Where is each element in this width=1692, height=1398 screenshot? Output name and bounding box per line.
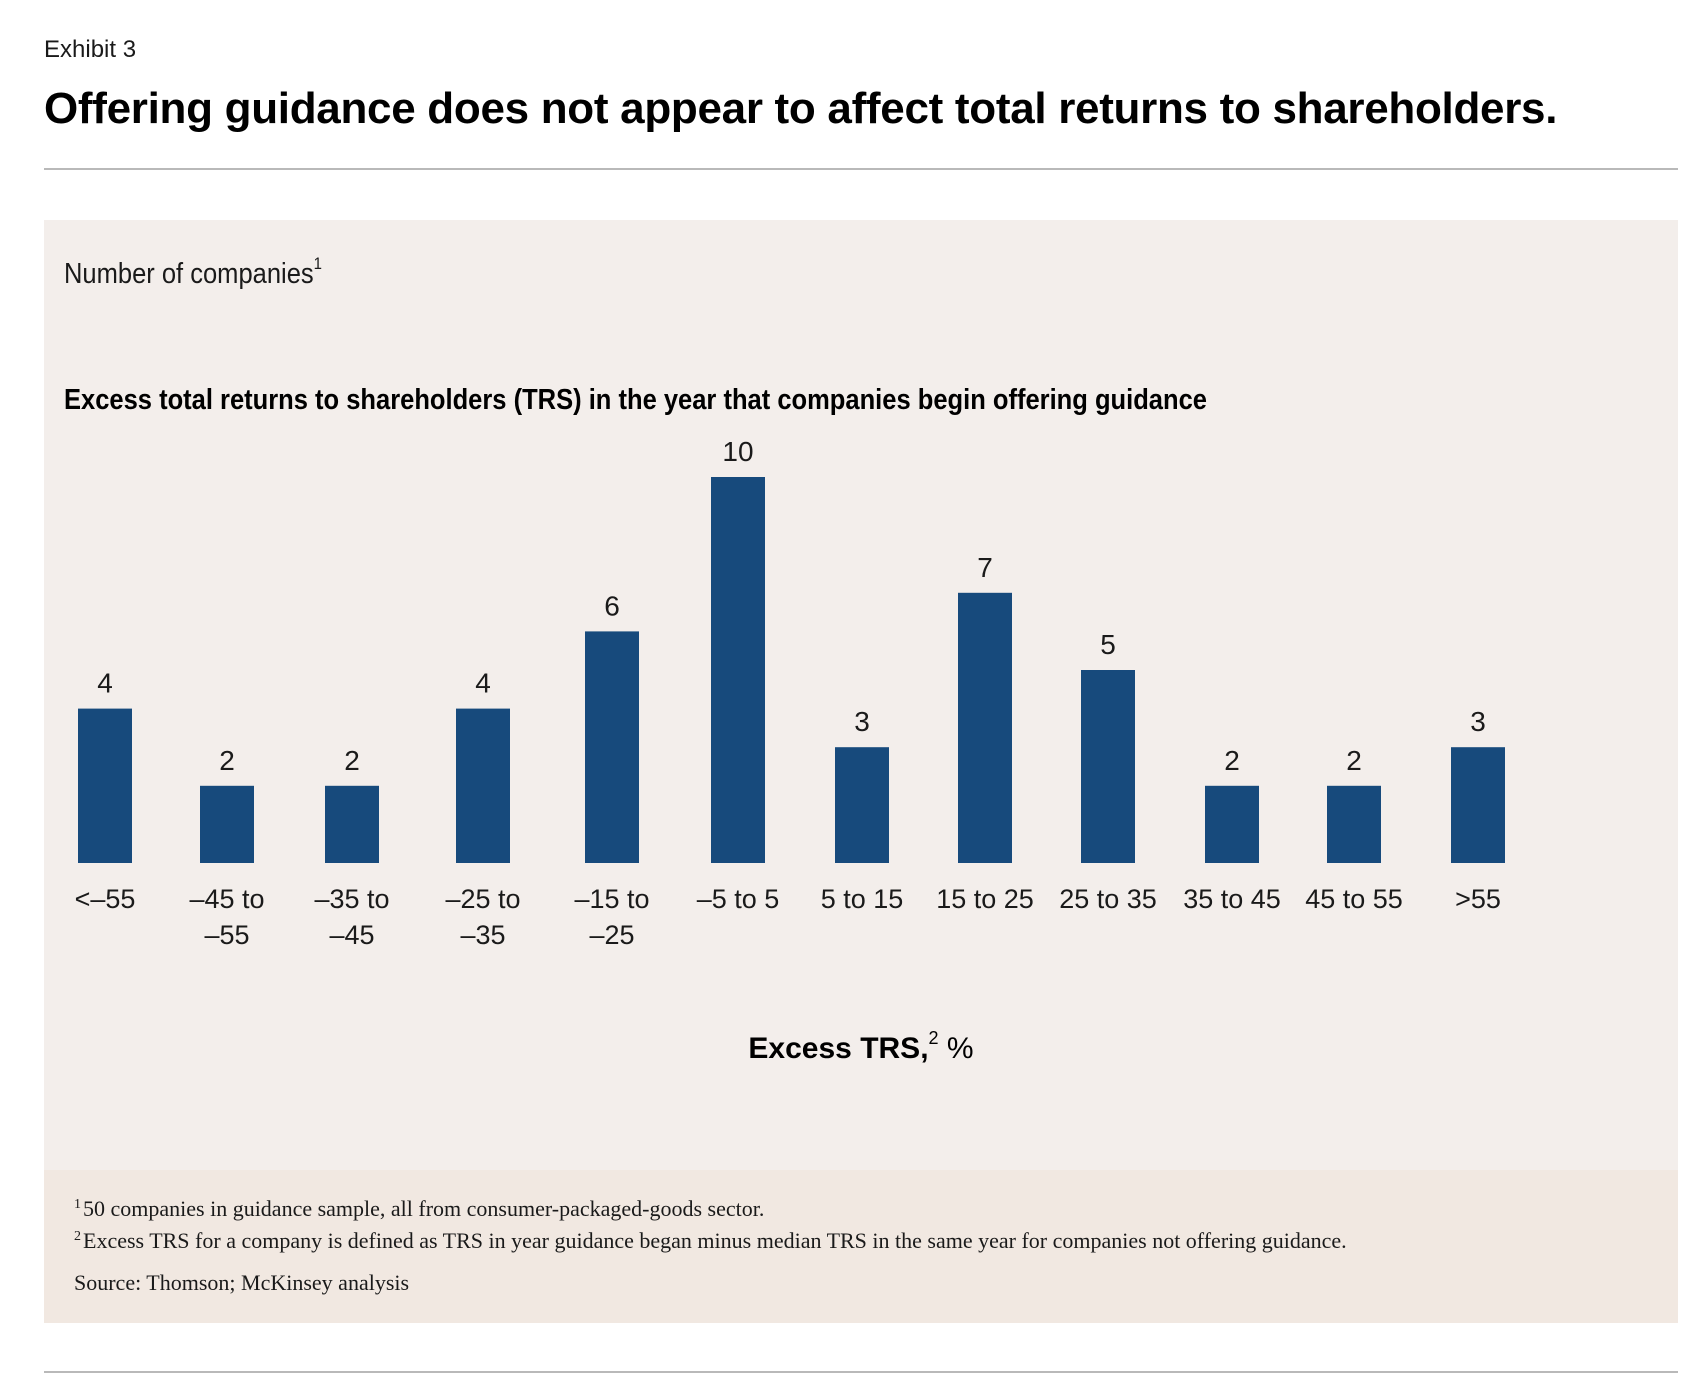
bar-chart: 4 <–55 2 –45 to –55 2 –35 to –45 4 –25 to –35 6 –15 …: [75, 436, 1505, 950]
category-label-12: >55: [1455, 884, 1501, 914]
bar-5: [585, 631, 639, 863]
chart-panel: Number of companies1 Excess total return…: [44, 220, 1678, 1323]
value-label-6: 10: [722, 436, 753, 467]
bar-4: [456, 708, 510, 863]
bar-3: [325, 785, 379, 863]
value-label-7: 3: [854, 706, 870, 737]
value-label-5: 6: [604, 590, 620, 621]
value-label-12: 3: [1470, 706, 1486, 737]
bar-6: [711, 477, 765, 863]
footnote-1-marker: 1: [74, 1197, 81, 1212]
category-label-10: 35 to 45: [1183, 884, 1281, 914]
bar-1: [78, 708, 132, 863]
footnote-2-marker: 2: [74, 1229, 81, 1244]
units-label-text: Number of companies: [64, 258, 314, 290]
category-label-9: 25 to 35: [1059, 884, 1157, 914]
source-note: Source: Thomson; McKinsey analysis: [74, 1270, 410, 1295]
value-label-11: 2: [1346, 745, 1362, 776]
category-label-3: –35 to –45: [314, 884, 389, 950]
bar-9: [1081, 670, 1135, 863]
value-label-8: 7: [977, 552, 993, 583]
value-label-9: 5: [1100, 629, 1116, 660]
category-label-11: 45 to 55: [1305, 884, 1403, 914]
bottom-divider: [44, 1371, 1678, 1373]
value-label-2: 2: [219, 745, 235, 776]
x-axis-unit: %: [946, 1032, 974, 1065]
x-axis-title-text: Excess TRS,: [748, 1032, 929, 1065]
category-label-8: 15 to 25: [936, 884, 1034, 914]
value-label-1: 4: [97, 668, 113, 699]
value-label-3: 2: [344, 745, 360, 776]
x-axis-footnote-marker: 2: [928, 1028, 939, 1048]
chart-title: Excess total returns to shareholders (TR…: [64, 384, 1207, 416]
value-label-10: 2: [1224, 745, 1240, 776]
page-title: Offering guidance does not appear to aff…: [44, 84, 1558, 133]
category-label-4: –25 to –35: [445, 884, 520, 950]
category-label-7: 5 to 15: [821, 884, 904, 914]
footnote-1: 150 companies in guidance sample, all fr…: [74, 1196, 764, 1222]
bar-12: [1451, 747, 1505, 863]
bar-8: [958, 592, 1012, 863]
x-axis-title: Excess TRS,2 %: [44, 1028, 1678, 1066]
value-label-4: 4: [475, 668, 491, 699]
units-label: Number of companies1: [64, 254, 322, 291]
footnote-1-text: 50 companies in guidance sample, all fro…: [83, 1196, 765, 1221]
bar-11: [1327, 785, 1381, 863]
units-footnote-marker: 1: [313, 254, 322, 273]
bar-7: [835, 747, 889, 863]
category-label-5: –15 to –25: [574, 884, 649, 950]
footnote-2: 2Excess TRS for a company is defined as …: [74, 1228, 1347, 1254]
bar-10: [1205, 785, 1259, 863]
category-label-1: <–55: [75, 884, 136, 914]
exhibit-label: Exhibit 3: [44, 36, 137, 63]
category-label-2: –45 to –55: [189, 884, 264, 950]
footnote-2-text: Excess TRS for a company is defined as T…: [83, 1228, 1347, 1253]
category-label-6: –5 to 5: [697, 884, 780, 914]
top-divider: [44, 168, 1678, 170]
footnotes: 150 companies in guidance sample, all fr…: [44, 1170, 1678, 1323]
bar-2: [200, 785, 254, 863]
